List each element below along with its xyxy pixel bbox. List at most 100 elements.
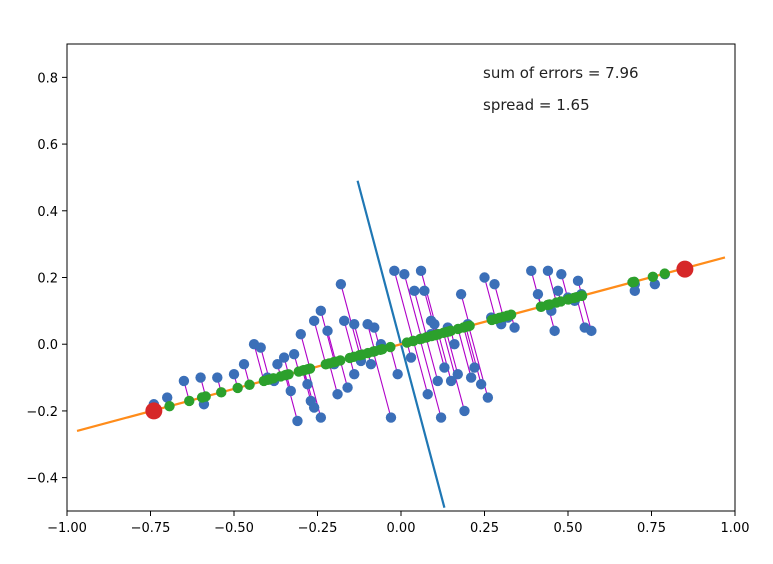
- data-point-60: [469, 362, 480, 373]
- data-point-24: [322, 325, 333, 337]
- projected-point-26: [324, 358, 335, 369]
- error-segment-37: [372, 351, 392, 418]
- projected-point-36: [377, 344, 388, 355]
- error-segment-28: [343, 320, 355, 357]
- data-point-62: [479, 272, 490, 283]
- projected-point-1: [164, 400, 175, 412]
- data-point-31: [349, 369, 360, 380]
- error-segment-42: [413, 290, 428, 338]
- error-segment-71: [547, 270, 558, 303]
- data-point-14: [285, 385, 296, 397]
- projected-point-6: [232, 382, 243, 394]
- data-point-43: [415, 265, 427, 277]
- error-segment-27: [340, 284, 361, 356]
- error-segment-55: [445, 331, 459, 375]
- data-point-71: [542, 265, 554, 277]
- data-point-75: [556, 268, 567, 280]
- error-segment-26: [328, 363, 339, 395]
- error-segment-81: [581, 295, 592, 332]
- data-point-55: [452, 369, 463, 380]
- data-point-12: [272, 359, 283, 370]
- data-point-13: [278, 352, 290, 363]
- data-point-59: [465, 372, 477, 383]
- data-point-2: [178, 375, 190, 387]
- data-point-15: [288, 349, 300, 360]
- data-point-63: [482, 392, 494, 403]
- x-tick-label-4: 0.00: [387, 521, 416, 536]
- projected-point-63: [463, 320, 474, 332]
- data-point-65: [489, 278, 500, 290]
- data-point-7: [238, 359, 250, 370]
- x-tick-label-0: −1.00: [47, 521, 87, 536]
- error-segment-24: [326, 330, 337, 362]
- error-segment-62: [483, 277, 497, 320]
- error-segment-21: [313, 320, 327, 365]
- data-point-22: [315, 305, 327, 317]
- y-tick-label-4: 0.4: [37, 205, 58, 220]
- data-point-18: [302, 379, 313, 390]
- error-segment-22: [320, 310, 336, 363]
- data-point-56: [455, 288, 467, 300]
- data-point-53: [445, 375, 457, 387]
- data-point-78: [572, 275, 584, 287]
- projected-point-68: [505, 309, 517, 320]
- projected-point-16: [279, 370, 291, 381]
- error-segment-40: [403, 274, 423, 339]
- data-point-61: [475, 379, 487, 390]
- projected-point-7: [244, 379, 255, 390]
- projected-point-66: [494, 312, 505, 324]
- data-point-27: [335, 278, 347, 290]
- data-point-70: [532, 288, 544, 300]
- sum-of-errors-label: sum of errors = 7.96: [483, 64, 639, 82]
- error-segment-8: [253, 344, 265, 382]
- x-tick-label-2: −0.50: [214, 521, 254, 536]
- data-point-3: [195, 372, 206, 383]
- projected-point-83: [627, 277, 638, 288]
- error-segment-50: [419, 338, 442, 418]
- data-point-35: [369, 322, 380, 333]
- data-point-21: [308, 315, 320, 327]
- data-point-44: [419, 285, 430, 297]
- data-point-69: [526, 265, 537, 277]
- error-segment-51: [435, 334, 445, 368]
- projected-point-23: [302, 363, 314, 375]
- y-tick-label-2: 0.0: [37, 338, 58, 353]
- y-axis: −0.4 −0.2 0.0 0.2 0.4 0.6 0.8: [26, 71, 67, 487]
- data-point-50: [435, 412, 447, 423]
- y-tick-label-3: 0.2: [37, 272, 58, 287]
- projected-point-84: [647, 271, 659, 282]
- data-point-49: [432, 375, 443, 387]
- x-tick-label-8: 1.00: [721, 521, 750, 536]
- projected-point-50: [414, 333, 426, 345]
- error-segment-59: [457, 328, 472, 378]
- error-segment-16: [284, 375, 298, 422]
- data-point-23: [315, 412, 327, 423]
- projected-point-32: [354, 350, 365, 361]
- projected-point-57: [438, 327, 449, 339]
- data-point-29: [342, 382, 353, 393]
- data-point-20: [308, 402, 320, 413]
- x-tick-label-6: 0.50: [554, 521, 583, 536]
- projected-point-2: [184, 395, 195, 407]
- error-segment-30: [353, 324, 363, 355]
- data-point-34: [365, 359, 377, 370]
- y-tick-label-5: 0.6: [37, 138, 58, 153]
- data-point-26: [332, 389, 343, 400]
- data-point-16: [292, 415, 303, 427]
- projected-point-4: [196, 392, 208, 403]
- data-point-57: [459, 405, 470, 417]
- extreme-point-1: [676, 260, 694, 278]
- projected-point-39: [385, 341, 396, 353]
- error-segment-17: [300, 334, 311, 369]
- error-segment-60: [463, 327, 476, 368]
- data-point-74: [552, 285, 564, 297]
- data-point-17: [295, 329, 306, 340]
- y-tick-label-0: −0.4: [26, 472, 58, 487]
- data-point-73: [549, 325, 560, 337]
- data-point-37: [385, 412, 397, 423]
- projected-point-37: [368, 346, 379, 357]
- data-point-51: [439, 362, 450, 373]
- error-segment-65: [493, 284, 504, 317]
- data-point-81: [586, 325, 597, 337]
- data-point-9: [255, 342, 266, 353]
